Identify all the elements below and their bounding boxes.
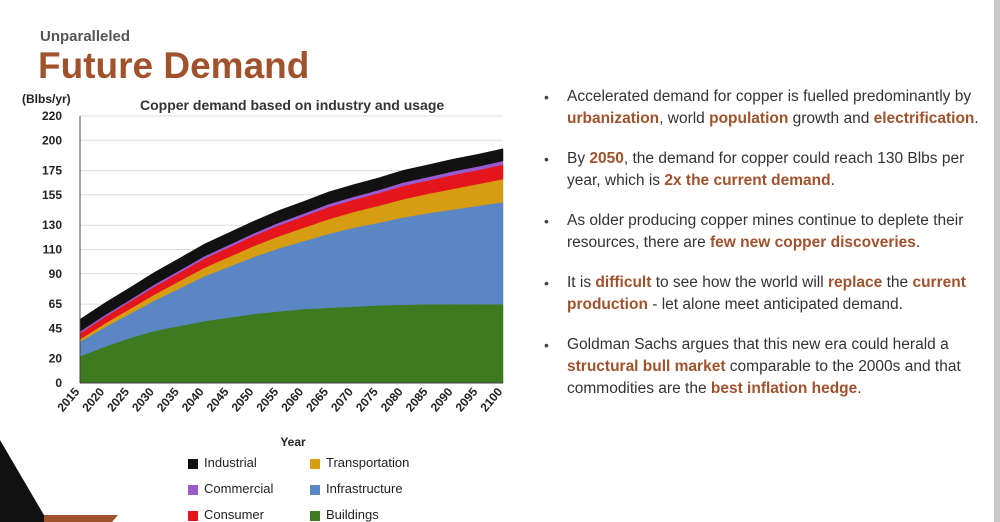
bullet-text: Goldman Sachs argues that this new era c… <box>567 336 949 353</box>
y-tick-label: 200 <box>42 133 62 147</box>
x-tick-label: 2020 <box>79 385 107 415</box>
x-tick-label: 2065 <box>303 385 331 415</box>
legend-item-transportation: Transportation <box>310 455 409 470</box>
x-tick-label: 2085 <box>403 385 431 415</box>
highlight-text: best inflation hedge <box>710 380 858 397</box>
bullet-text: , world <box>659 110 710 127</box>
x-tick-label: 2095 <box>453 385 481 415</box>
area-industrial <box>79 148 504 332</box>
x-tick-label: 2040 <box>179 385 207 415</box>
bullet-text: . <box>974 110 979 127</box>
bullet-text: As older producing copper mines continue… <box>567 212 964 251</box>
legend-label: Commercial <box>204 481 274 496</box>
highlight-text: 2050 <box>589 150 624 167</box>
x-tick-label: 2030 <box>129 385 157 415</box>
x-tick-label: 2090 <box>428 385 456 415</box>
legend-swatch <box>310 458 320 469</box>
bullet-text: . <box>857 380 862 397</box>
bullet-point: As older producing copper mines continue… <box>544 210 984 254</box>
highlight-text: urbanization <box>567 110 660 127</box>
legend-label: Buildings <box>326 507 379 522</box>
y-tick-label: 220 <box>42 109 62 123</box>
copper-demand-chart: 0204565901101301551752002202015202020252… <box>42 109 506 449</box>
legend-label: Infrastructure <box>326 481 403 496</box>
bullet-text: , the demand for copper could reach 130 … <box>567 150 965 189</box>
y-tick-label: 90 <box>49 267 63 281</box>
x-tick-label: 2100 <box>477 385 505 415</box>
legend-item-infrastructure: Infrastructure <box>310 481 403 496</box>
legend-label: Industrial <box>204 455 257 470</box>
x-tick-label: 2055 <box>253 385 281 415</box>
y-tick-label: 155 <box>42 188 62 202</box>
legend-swatch <box>188 484 198 495</box>
bullet-point: Goldman Sachs argues that this new era c… <box>544 334 984 400</box>
bullet-text: growth and <box>788 110 874 127</box>
legend-item-commercial: Commercial <box>188 481 273 496</box>
legend-item-buildings: Buildings <box>310 507 379 522</box>
bullet-point: It is difficult to see how the world wil… <box>544 272 984 316</box>
highlight-text: electrification <box>873 110 975 127</box>
highlight-text: replace <box>828 274 883 291</box>
highlight-text: current production <box>567 274 966 313</box>
x-tick-label: 2045 <box>204 385 232 415</box>
highlight-text: population <box>709 110 789 127</box>
corner-accent-bar <box>44 515 118 522</box>
slide-kicker: Unparalleled <box>40 28 131 45</box>
bullet-list: Accelerated demand for copper is fuelled… <box>544 86 984 418</box>
legend-item-consumer: Consumer <box>188 507 264 522</box>
y-tick-label: 0 <box>55 376 62 390</box>
bullet-text: to see how the world will <box>651 274 828 291</box>
highlight-text: structural bull market <box>567 358 726 375</box>
legend-item-industrial: Industrial <box>188 455 257 470</box>
legend-swatch <box>188 458 198 469</box>
legend-swatch <box>310 484 320 495</box>
bullet-text: Accelerated demand for copper is fuelled… <box>567 88 972 105</box>
x-tick-label: 2070 <box>328 385 356 415</box>
y-tick-label: 65 <box>49 297 63 311</box>
y-axis-unit: (Blbs/yr) <box>22 92 71 106</box>
x-tick-label: 2075 <box>353 385 381 415</box>
y-tick-label: 20 <box>49 352 63 366</box>
bullet-point: By 2050, the demand for copper could rea… <box>544 148 984 192</box>
right-edge-bar <box>994 0 1000 522</box>
x-axis-label: Year <box>280 435 306 449</box>
bullet-text: the <box>882 274 913 291</box>
y-tick-label: 45 <box>49 321 63 335</box>
y-tick-label: 110 <box>43 243 63 257</box>
bullet-text: comparable to the 2000s and that commodi… <box>567 358 961 397</box>
y-tick-label: 130 <box>42 218 62 232</box>
y-tick-label: 175 <box>42 164 62 178</box>
legend-swatch <box>310 510 320 521</box>
bullet-text: . <box>915 234 921 251</box>
bullet-text: . <box>830 172 835 189</box>
bullet-point: Accelerated demand for copper is fuelled… <box>544 86 984 130</box>
chart-title: Copper demand based on industry and usag… <box>140 97 445 113</box>
bullet-text: - let alone meet anticipated demand. <box>647 296 903 313</box>
corner-decoration <box>0 440 48 522</box>
x-tick-label: 2050 <box>229 385 257 415</box>
x-tick-label: 2060 <box>278 385 306 415</box>
highlight-text: difficult <box>595 274 652 291</box>
slide-title: Future Demand <box>38 45 310 86</box>
legend-swatch <box>188 510 198 521</box>
x-tick-label: 2025 <box>104 385 132 415</box>
x-tick-label: 2080 <box>378 385 406 415</box>
legend-label: Transportation <box>326 455 410 470</box>
x-tick-label: 2035 <box>154 385 182 415</box>
highlight-text: 2x the current demand <box>664 172 831 189</box>
legend-label: Consumer <box>204 507 264 522</box>
highlight-text: few new copper discoveries <box>710 234 916 251</box>
bullet-text: By <box>567 150 590 167</box>
bullet-text: It is <box>567 274 596 291</box>
